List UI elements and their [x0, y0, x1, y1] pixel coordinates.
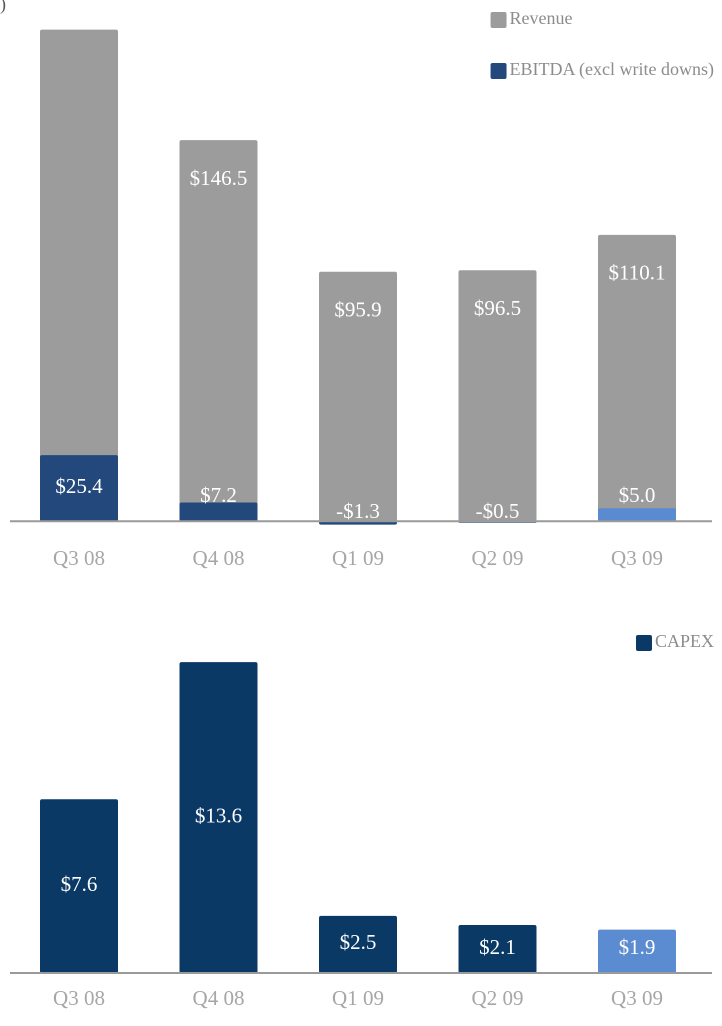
bar	[598, 929, 676, 973]
bar	[179, 502, 258, 522]
legend-swatch	[490, 12, 507, 28]
value-label: -$1.3	[336, 499, 380, 523]
bar	[40, 455, 118, 522]
value-label: $2.1	[479, 935, 516, 959]
legend-swatch	[635, 635, 652, 651]
chart-title: )	[0, 0, 6, 15]
bar	[458, 270, 537, 522]
value-label: $7.6	[61, 872, 98, 896]
bar	[179, 662, 258, 973]
value-label: $5.0	[619, 483, 656, 507]
x-tick-label: Q1 09	[332, 546, 384, 570]
legend-label: Revenue	[510, 8, 573, 28]
x-tick-label: Q3 08	[53, 546, 105, 570]
x-tick-label: Q3 09	[611, 986, 663, 1010]
x-tick-label: Q4 08	[193, 546, 245, 570]
bar-chart: $7.6 $13.6 $2.5 $2.1 $1.9 Q3 08 Q4 08 Q1 09 Q2 0…	[10, 631, 714, 1010]
bar	[40, 29, 118, 522]
value-label: $110.1	[609, 261, 666, 285]
bar	[458, 925, 537, 973]
value-label: $146.5	[190, 166, 248, 190]
value-label: $95.9	[334, 298, 381, 322]
bar	[40, 799, 118, 973]
value-label: -$0.5	[476, 499, 520, 523]
bar	[179, 140, 258, 522]
value-label: $1.9	[619, 935, 656, 959]
value-label: $25.4	[55, 474, 103, 498]
x-tick-label: Q3 09	[611, 546, 663, 570]
x-tick-label: Q2 09	[472, 546, 524, 570]
legend-swatch	[490, 63, 507, 79]
x-tick-label: Q1 09	[332, 986, 384, 1010]
value-label: $96.5	[474, 296, 521, 320]
legend-label: CAPEX	[655, 631, 714, 651]
bar	[598, 508, 676, 522]
x-tick-label: Q3 08	[53, 986, 105, 1010]
legend-label: EBITDA (excl write downs)	[510, 59, 714, 80]
value-label: $2.5	[340, 930, 377, 954]
bar	[319, 915, 397, 973]
bar	[319, 271, 397, 522]
value-label: $13.6	[195, 803, 242, 827]
bar-chart: ) $146.5 $95.9 $96.5 $110.1 $25.4 $7.2 -$1.3 -$0…	[0, 0, 714, 570]
bar	[598, 234, 676, 522]
x-tick-label: Q4 08	[193, 986, 245, 1010]
value-label: $7.2	[200, 483, 237, 507]
x-tick-label: Q2 09	[472, 986, 524, 1010]
